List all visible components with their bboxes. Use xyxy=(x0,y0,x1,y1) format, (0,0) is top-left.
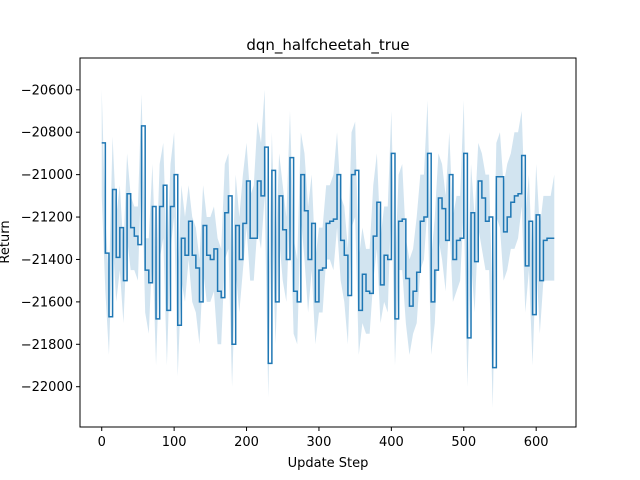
x-tick-label: 100 xyxy=(162,435,187,450)
series-0-line xyxy=(101,125,555,369)
y-tick-label: −21800 xyxy=(21,338,73,353)
y-tick-label: −21200 xyxy=(21,211,73,226)
y-tick-label: −22000 xyxy=(21,380,73,395)
x-tick-label: 600 xyxy=(524,435,549,450)
x-axis-ticks: 0 100 200 300 400 500 600 xyxy=(98,427,549,450)
x-tick-label: 0 xyxy=(98,435,106,450)
x-tick-label: 500 xyxy=(451,435,476,450)
y-axis-ticks: −22000 −21800 −21600 −21400 −21200 −21000 −208… xyxy=(21,83,80,395)
y-axis-label: Return xyxy=(0,220,13,263)
x-tick-label: 200 xyxy=(234,435,259,450)
axes-frame xyxy=(79,57,577,428)
plot-area xyxy=(101,89,555,408)
x-tick-label: 400 xyxy=(379,435,404,450)
y-tick-label: −20800 xyxy=(21,126,73,141)
series-0-band xyxy=(101,89,555,408)
x-tick-label: 300 xyxy=(307,435,332,450)
y-tick-label: −21400 xyxy=(21,253,73,268)
y-tick-label: −21000 xyxy=(21,168,73,183)
y-tick-label: −20600 xyxy=(21,83,73,98)
chart-title: dqn_halfcheetah_true xyxy=(246,36,409,55)
y-tick-label: −21600 xyxy=(21,295,73,310)
x-axis-label: Update Step xyxy=(288,456,369,471)
